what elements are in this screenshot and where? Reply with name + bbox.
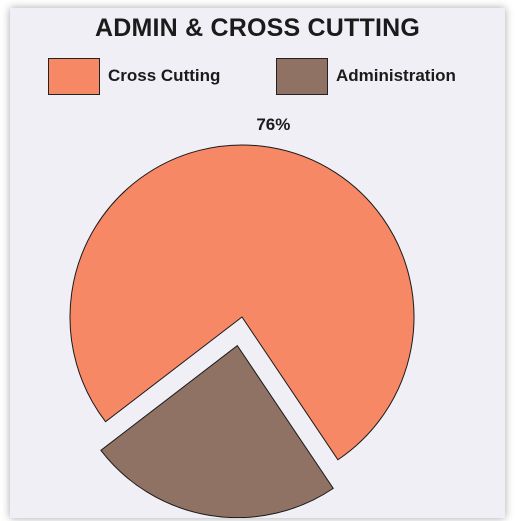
chart-card: ADMIN & CROSS CUTTING Cross Cutting Admi…: [10, 8, 505, 518]
pie-chart: 76%24%: [69, 115, 415, 518]
pie-slice-cross-cutting: [69, 144, 415, 461]
pie-slice-administration: [100, 344, 334, 518]
legend-label-cross-cutting: Cross Cutting: [108, 66, 221, 85]
chart-title: ADMIN & CROSS CUTTING: [94, 14, 421, 42]
legend-item-administration: Administration: [276, 56, 456, 96]
legend-label-administration: Administration: [336, 66, 456, 85]
data-label-cross-cutting: 76%: [256, 115, 290, 134]
legend: Cross Cutting Administration: [10, 56, 505, 96]
legend-swatch-administration: [276, 57, 328, 95]
legend-item-cross-cutting: Cross Cutting: [48, 56, 220, 96]
legend-swatch-cross-cutting: [48, 57, 100, 95]
